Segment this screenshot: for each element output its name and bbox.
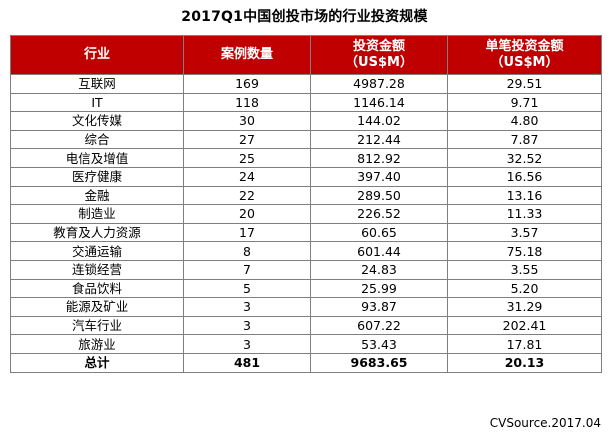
industry-cell: 交通运输 [10, 241, 184, 261]
table-row: 医疗健康 24 397.40 16.56 [10, 166, 602, 187]
table-row: 电信及增值 25 812.92 32.52 [10, 148, 602, 168]
investment-amount-cell: 607.22 [310, 315, 448, 336]
case-count-cell: 7 [183, 259, 311, 280]
avg-investment-cell: 75.18 [447, 241, 602, 261]
header-investment-amount-label: 投资金额 [352, 39, 405, 54]
avg-investment-cell: 29.51 [447, 74, 602, 94]
case-count-cell: 17 [183, 222, 311, 243]
header-investment-amount-unit: （US$M） [345, 55, 413, 70]
header-industry: 行业 [10, 35, 184, 75]
case-count-cell: 24 [183, 166, 311, 187]
table-row: 汽车行业 3 607.22 202.41 [10, 315, 602, 336]
investment-amount-cell: 60.65 [310, 222, 448, 243]
investment-amount-cell: 812.92 [310, 148, 448, 168]
investment-amount-cell: 1146.14 [310, 92, 448, 113]
header-industry-label: 行业 [83, 47, 110, 62]
table-row: 连锁经营 7 24.83 3.55 [10, 259, 602, 280]
table-title: 2017Q1中国创投市场的行业投资规模 [181, 9, 428, 25]
table-row: 综合 27 212.44 7.87 [10, 129, 602, 150]
total-investment-amount-cell: 9683.65 [310, 352, 448, 373]
industry-cell: 金融 [10, 185, 184, 206]
header-avg-investment: 单笔投资金额 （US$M） [447, 35, 602, 75]
case-count-cell: 3 [183, 315, 311, 336]
avg-investment-cell: 5.20 [447, 278, 602, 299]
investment-amount-cell: 601.44 [310, 241, 448, 261]
industry-cell: 教育及人力资源 [10, 222, 184, 243]
investment-amount-cell: 212.44 [310, 129, 448, 150]
total-avg-investment-cell: 20.13 [447, 352, 602, 373]
industry-cell: 汽车行业 [10, 315, 184, 336]
industry-cell: 连锁经营 [10, 259, 184, 280]
table-row: 金融 22 289.50 13.16 [10, 185, 602, 206]
avg-investment-cell: 16.56 [447, 166, 602, 187]
investment-amount-cell: 24.83 [310, 259, 448, 280]
industry-cell: 医疗健康 [10, 166, 184, 187]
case-count-cell: 22 [183, 185, 311, 206]
industry-cell: 制造业 [10, 204, 184, 224]
header-investment-amount: 投资金额 （US$M） [310, 35, 448, 75]
table-row: 能源及矿业 3 93.87 31.29 [10, 297, 602, 317]
table-row: 教育及人力资源 17 60.65 3.57 [10, 222, 602, 243]
header-case-count: 案例数量 [183, 35, 311, 75]
industry-cell: 旅游业 [10, 334, 184, 354]
industry-cell: 综合 [10, 129, 184, 150]
case-count-cell: 169 [183, 74, 311, 94]
avg-investment-cell: 32.52 [447, 148, 602, 168]
case-count-cell: 8 [183, 241, 311, 261]
investment-amount-cell: 289.50 [310, 185, 448, 206]
case-count-cell: 25 [183, 148, 311, 168]
header-row: 行业 案例数量 投资金额 （US$M） 单笔投资金额 （US$M） [10, 35, 602, 75]
header-avg-investment-label: 单笔投资金额 [485, 39, 564, 54]
table-row: 制造业 20 226.52 11.33 [10, 204, 602, 224]
industry-investment-table: 行业 案例数量 投资金额 （US$M） 单笔投资金额 （US$M） 互联网 169… [10, 35, 602, 373]
case-count-cell: 30 [183, 111, 311, 131]
table-row: 互联网 169 4987.28 29.51 [10, 74, 602, 94]
industry-cell: 能源及矿业 [10, 297, 184, 317]
source-note: CVSource.2017.04 [489, 416, 601, 430]
avg-investment-cell: 31.29 [447, 297, 602, 317]
avg-investment-cell: 17.81 [447, 334, 602, 354]
avg-investment-cell: 4.80 [447, 111, 602, 131]
investment-amount-cell: 397.40 [310, 166, 448, 187]
total-industry-cell: 总计 [10, 352, 184, 373]
header-avg-investment-unit: （US$M） [490, 55, 559, 70]
investment-amount-cell: 4987.28 [310, 74, 448, 94]
investment-amount-cell: 25.99 [310, 278, 448, 299]
investment-amount-cell: 93.87 [310, 297, 448, 317]
case-count-cell: 3 [183, 297, 311, 317]
investment-amount-cell: 144.02 [310, 111, 448, 131]
case-count-cell: 27 [183, 129, 311, 150]
industry-cell: 食品饮料 [10, 278, 184, 299]
table-body: 互联网 169 4987.28 29.51 IT 118 1146.14 9.71 文化传媒 30… [10, 74, 602, 373]
table-row: IT 118 1146.14 9.71 [10, 92, 602, 113]
avg-investment-cell: 13.16 [447, 185, 602, 206]
case-count-cell: 20 [183, 204, 311, 224]
industry-cell: IT [10, 92, 184, 113]
avg-investment-cell: 9.71 [447, 92, 602, 113]
case-count-cell: 3 [183, 334, 311, 354]
avg-investment-cell: 3.55 [447, 259, 602, 280]
table-row: 文化传媒 30 144.02 4.80 [10, 111, 602, 131]
case-count-cell: 118 [183, 92, 311, 113]
industry-cell: 文化传媒 [10, 111, 184, 131]
industry-cell: 互联网 [10, 74, 184, 94]
table-row: 食品饮料 5 25.99 5.20 [10, 278, 602, 299]
header-case-count-label: 案例数量 [220, 47, 273, 62]
avg-investment-cell: 11.33 [447, 204, 602, 224]
investment-amount-cell: 53.43 [310, 334, 448, 354]
avg-investment-cell: 7.87 [447, 129, 602, 150]
avg-investment-cell: 3.57 [447, 222, 602, 243]
investment-amount-cell: 226.52 [310, 204, 448, 224]
case-count-cell: 5 [183, 278, 311, 299]
industry-cell: 电信及增值 [10, 148, 184, 168]
total-case-count-cell: 481 [183, 352, 311, 373]
table-row: 旅游业 3 53.43 17.81 [10, 334, 602, 354]
avg-investment-cell: 202.41 [447, 315, 602, 336]
total-row: 总计 481 9683.65 20.13 [10, 352, 602, 373]
table-row: 交通运输 8 601.44 75.18 [10, 241, 602, 261]
